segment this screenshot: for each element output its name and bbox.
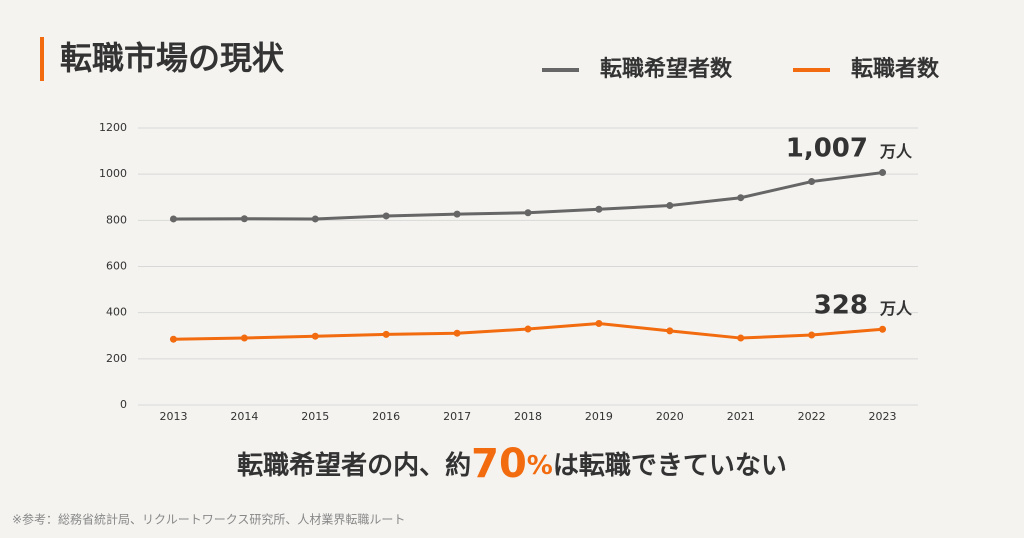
data-point (240, 334, 248, 342)
title-accent (40, 37, 44, 81)
data-point (169, 215, 177, 223)
x-tick-label: 2016 (372, 410, 400, 423)
data-point (453, 329, 461, 337)
data-point (382, 212, 390, 220)
data-point (595, 205, 603, 213)
y-tick-label: 1000 (99, 167, 127, 180)
y-tick-label: 600 (106, 260, 127, 273)
data-label-unit: 万人 (879, 142, 913, 161)
data-point (808, 178, 816, 186)
x-tick-label: 2015 (301, 410, 329, 423)
x-tick-label: 2013 (159, 410, 187, 423)
data-point (240, 215, 248, 223)
data-point (524, 209, 532, 217)
y-tick-label: 800 (106, 213, 127, 226)
x-tick-label: 2014 (230, 410, 258, 423)
data-point (879, 325, 887, 333)
data-point (666, 327, 674, 335)
chart-title: 転職市場の現状 (60, 39, 285, 77)
data-label-unit: 万人 (879, 299, 913, 318)
data-point (169, 335, 177, 343)
y-tick-label: 1200 (99, 121, 127, 134)
data-point (737, 194, 745, 202)
data-label-value: 1,007 (786, 133, 868, 163)
x-tick-label: 2021 (727, 410, 755, 423)
data-label: 1,007 (786, 133, 868, 163)
x-tick-label: 2017 (443, 410, 471, 423)
x-tick-label: 2023 (869, 410, 897, 423)
data-label: 328 (814, 290, 868, 320)
data-point (808, 331, 816, 339)
data-point (595, 320, 603, 328)
callout-text: 転職希望者の内、約 (237, 450, 471, 481)
x-tick-label: 2020 (656, 410, 684, 423)
y-tick-label: 400 (106, 306, 127, 319)
callout-highlight: 70 (471, 441, 527, 487)
data-point (524, 325, 532, 333)
x-tick-label: 2018 (514, 410, 542, 423)
data-point (666, 202, 674, 210)
data-point (879, 169, 887, 177)
data-point (453, 210, 461, 218)
legend-label: 転職希望者数 (600, 56, 733, 82)
x-tick-label: 2019 (585, 410, 613, 423)
callout-text: は転職できていない (553, 451, 787, 481)
data-point (311, 215, 319, 223)
data-point (311, 332, 319, 340)
data-point (382, 330, 390, 338)
legend-label: 転職者数 (851, 56, 940, 82)
callout: 転職希望者の内、約70%は転職できていない (237, 441, 787, 487)
data-label-value: 328 (814, 290, 868, 320)
x-tick-label: 2022 (798, 410, 826, 423)
source-note: ※参考：総務省統計局、リクルートワークス研究所、人材業界転職ルート (12, 512, 405, 527)
callout-percent: % (527, 451, 553, 481)
data-point (737, 334, 745, 342)
y-tick-label: 200 (106, 352, 127, 365)
y-tick-label: 0 (120, 398, 127, 411)
